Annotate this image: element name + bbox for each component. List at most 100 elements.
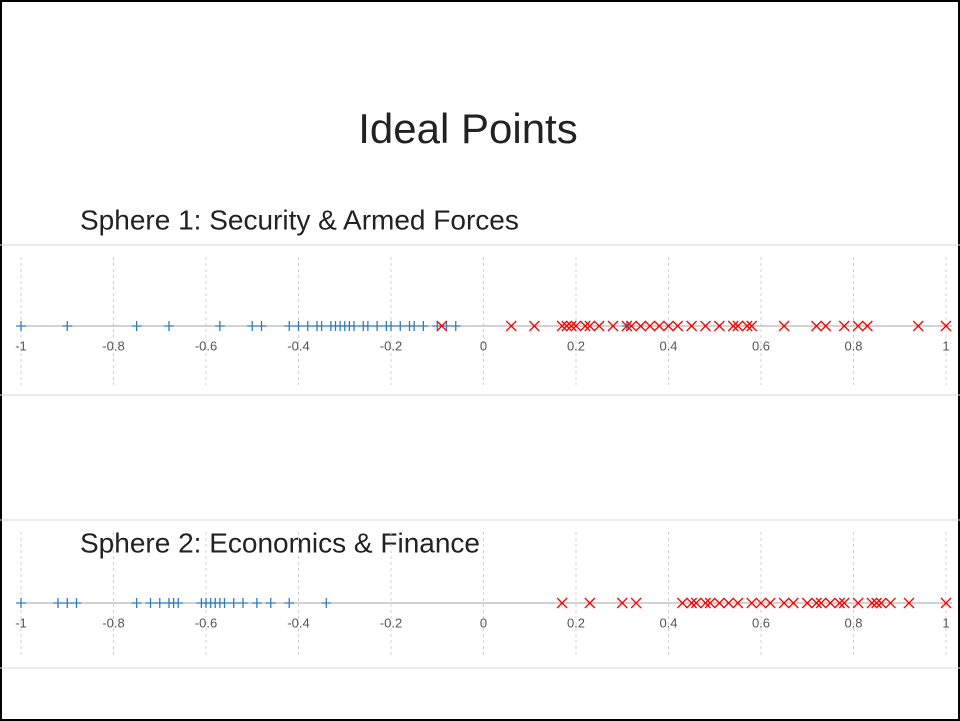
point — [441, 321, 452, 331]
point — [764, 597, 776, 609]
x-tick-label: 0.2 — [567, 615, 585, 630]
point — [418, 321, 429, 331]
point — [838, 597, 850, 609]
chart-title: Sphere 2: Economics & Finance — [80, 527, 480, 558]
point — [713, 320, 725, 332]
point — [732, 320, 744, 332]
point — [834, 597, 846, 609]
point — [247, 321, 258, 331]
point — [256, 321, 267, 331]
point — [866, 597, 878, 609]
point — [302, 321, 313, 331]
point — [284, 321, 295, 331]
point — [871, 597, 883, 609]
point — [395, 321, 406, 331]
point — [251, 598, 262, 608]
point — [811, 597, 822, 609]
point — [801, 597, 813, 609]
x-tick-label: 0.6 — [752, 615, 770, 630]
point — [321, 598, 332, 608]
point — [556, 597, 568, 609]
point — [686, 320, 698, 332]
x-tick-label: -0.2 — [380, 338, 402, 353]
point — [727, 320, 739, 332]
x-tick-label: 1 — [942, 338, 949, 353]
point — [349, 321, 359, 331]
point — [787, 597, 799, 609]
point — [219, 598, 230, 608]
point — [556, 320, 568, 332]
point — [700, 320, 711, 332]
point — [154, 598, 165, 608]
point — [432, 321, 443, 331]
point — [450, 321, 461, 331]
x-tick-label: -0.8 — [102, 615, 124, 630]
point — [173, 598, 184, 608]
point — [584, 320, 596, 332]
point — [723, 597, 735, 609]
point — [630, 597, 642, 609]
point — [131, 598, 142, 608]
point — [746, 597, 758, 609]
point — [621, 320, 633, 332]
point — [584, 597, 596, 609]
point — [71, 598, 82, 608]
point — [593, 320, 605, 332]
point — [362, 321, 373, 331]
x-tick-label: 1 — [942, 615, 949, 630]
point — [316, 321, 327, 331]
point — [284, 598, 295, 608]
x-tick-label: 0.8 — [844, 615, 862, 630]
x-tick-label: 0.6 — [752, 338, 770, 353]
chart-title: Sphere 1: Security & Armed Forces — [80, 204, 519, 235]
point — [912, 320, 924, 332]
point — [838, 320, 850, 332]
point — [700, 597, 711, 609]
point — [741, 320, 753, 332]
point — [145, 598, 156, 608]
point — [16, 598, 26, 608]
point — [579, 320, 591, 332]
point — [265, 598, 276, 608]
point — [690, 597, 702, 609]
point — [755, 597, 767, 609]
x-tick-label: -0.2 — [380, 615, 402, 630]
point — [875, 597, 887, 609]
point — [561, 320, 573, 332]
point — [713, 597, 725, 609]
point — [885, 597, 896, 609]
point — [704, 597, 716, 609]
point — [528, 320, 540, 332]
point — [824, 597, 836, 609]
point — [940, 320, 952, 332]
x-tick-label: -0.6 — [195, 338, 217, 353]
point — [616, 597, 628, 609]
point — [131, 321, 142, 331]
point — [820, 320, 832, 332]
point — [607, 320, 619, 332]
point — [214, 321, 225, 331]
point — [811, 320, 822, 332]
slide-title: Ideal Points — [358, 105, 577, 152]
point — [672, 320, 684, 332]
x-tick-label: -1 — [15, 338, 27, 353]
point — [372, 321, 383, 331]
point — [238, 598, 248, 608]
x-tick-label: -0.6 — [195, 615, 217, 630]
x-tick-label: 0.4 — [659, 615, 677, 630]
x-tick-label: -0.8 — [102, 338, 124, 353]
point — [653, 320, 665, 332]
point — [676, 597, 688, 609]
point — [565, 320, 577, 332]
point — [570, 320, 582, 332]
point — [663, 320, 674, 332]
point — [746, 320, 758, 332]
x-tick-label: -1 — [15, 615, 27, 630]
point — [386, 321, 396, 331]
point — [778, 320, 790, 332]
x-tick-label: 0.4 — [659, 338, 677, 353]
point — [903, 597, 915, 609]
point — [164, 321, 174, 331]
